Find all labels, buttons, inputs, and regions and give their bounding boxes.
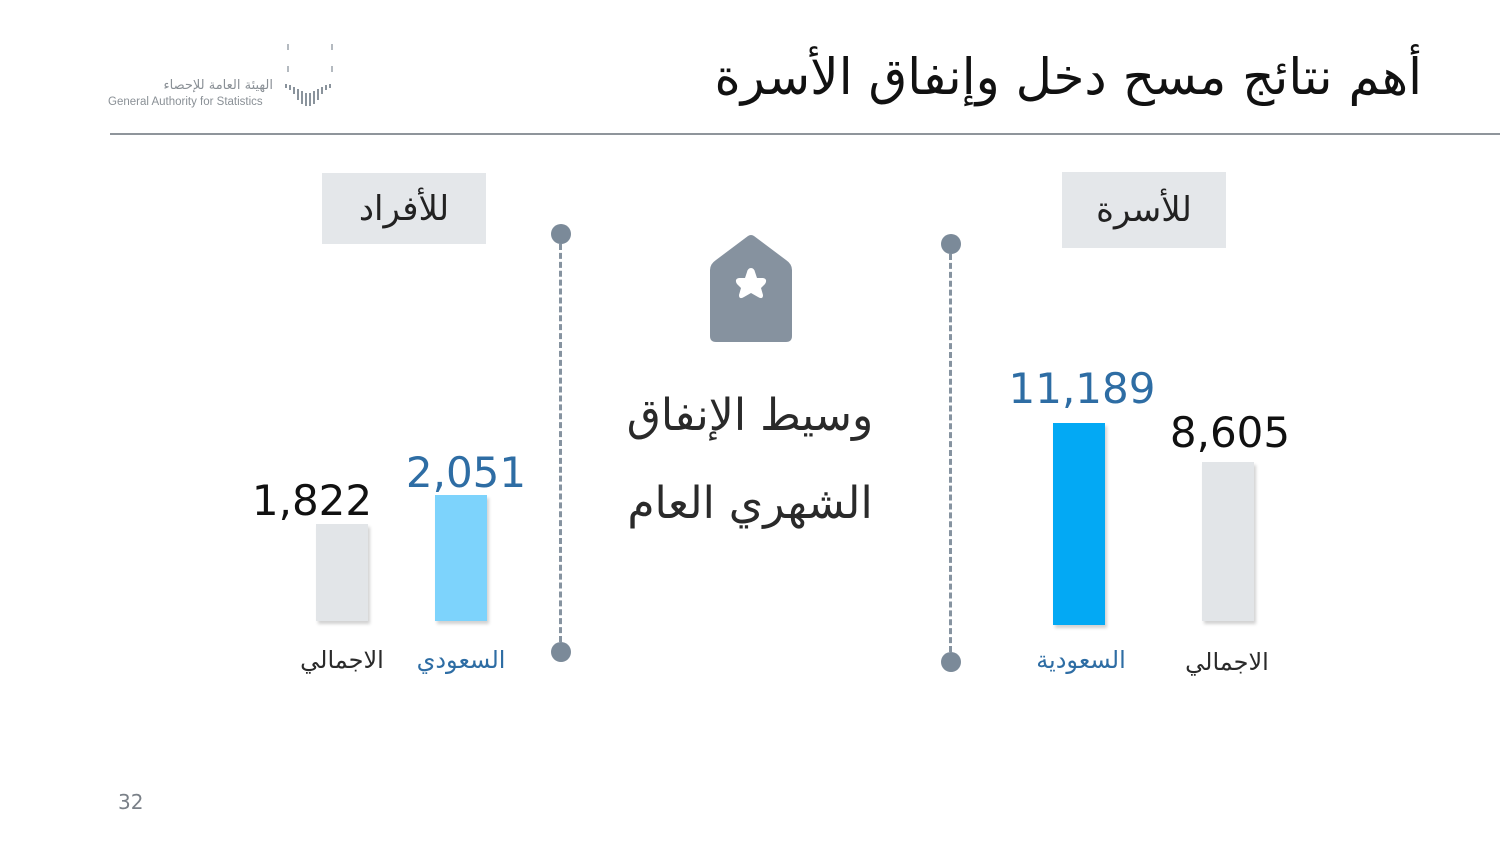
bar-value-individuals-total: 1,822	[251, 476, 373, 525]
logo-english-name: General Authority for Statistics	[108, 96, 263, 108]
center-caption: وسيط الإنفاق الشهري العام	[600, 372, 900, 548]
timeline-dot-top	[551, 224, 571, 244]
logo-arabic-name: الهيئة العامة للإحصاء	[163, 78, 273, 93]
title-divider	[110, 133, 1500, 135]
bar-household-saudi	[1053, 423, 1105, 625]
timeline-dot-top	[941, 234, 961, 254]
bar-household-total	[1202, 462, 1254, 621]
gastat-logo-icon	[282, 42, 336, 112]
page-number: 32	[118, 790, 144, 814]
bar-value-household-total: 8,605	[1169, 408, 1291, 457]
bar-label-household-total: الاجمالي	[1185, 648, 1269, 676]
bar-label-individuals-total: الاجمالي	[300, 646, 384, 674]
house-star-icon	[708, 234, 794, 344]
timeline-dot-bottom	[941, 652, 961, 672]
timeline-left	[559, 244, 562, 642]
bar-value-individuals-saudi: 2,051	[405, 448, 527, 497]
center-caption-line1: وسيط الإنفاق	[626, 390, 874, 441]
bar-label-individuals-saudi: السعودي	[416, 646, 506, 674]
bar-individuals-total	[316, 524, 368, 621]
center-caption-line2: الشهري العام	[627, 478, 873, 529]
page-title: أهم نتائج مسح دخل وإنفاق الأسرة	[714, 48, 1423, 106]
timeline-right	[949, 254, 952, 652]
section-label-household: للأسرة	[1062, 172, 1226, 248]
section-label-text: للأسرة	[1096, 190, 1192, 230]
section-label-individuals: للأفراد	[322, 173, 486, 244]
bar-individuals-saudi	[435, 495, 487, 621]
timeline-dot-bottom	[551, 642, 571, 662]
section-label-text: للأفراد	[358, 188, 450, 229]
bar-value-household-saudi: 11,189	[1008, 364, 1156, 413]
bar-label-household-saudi: السعودية	[1036, 646, 1126, 674]
